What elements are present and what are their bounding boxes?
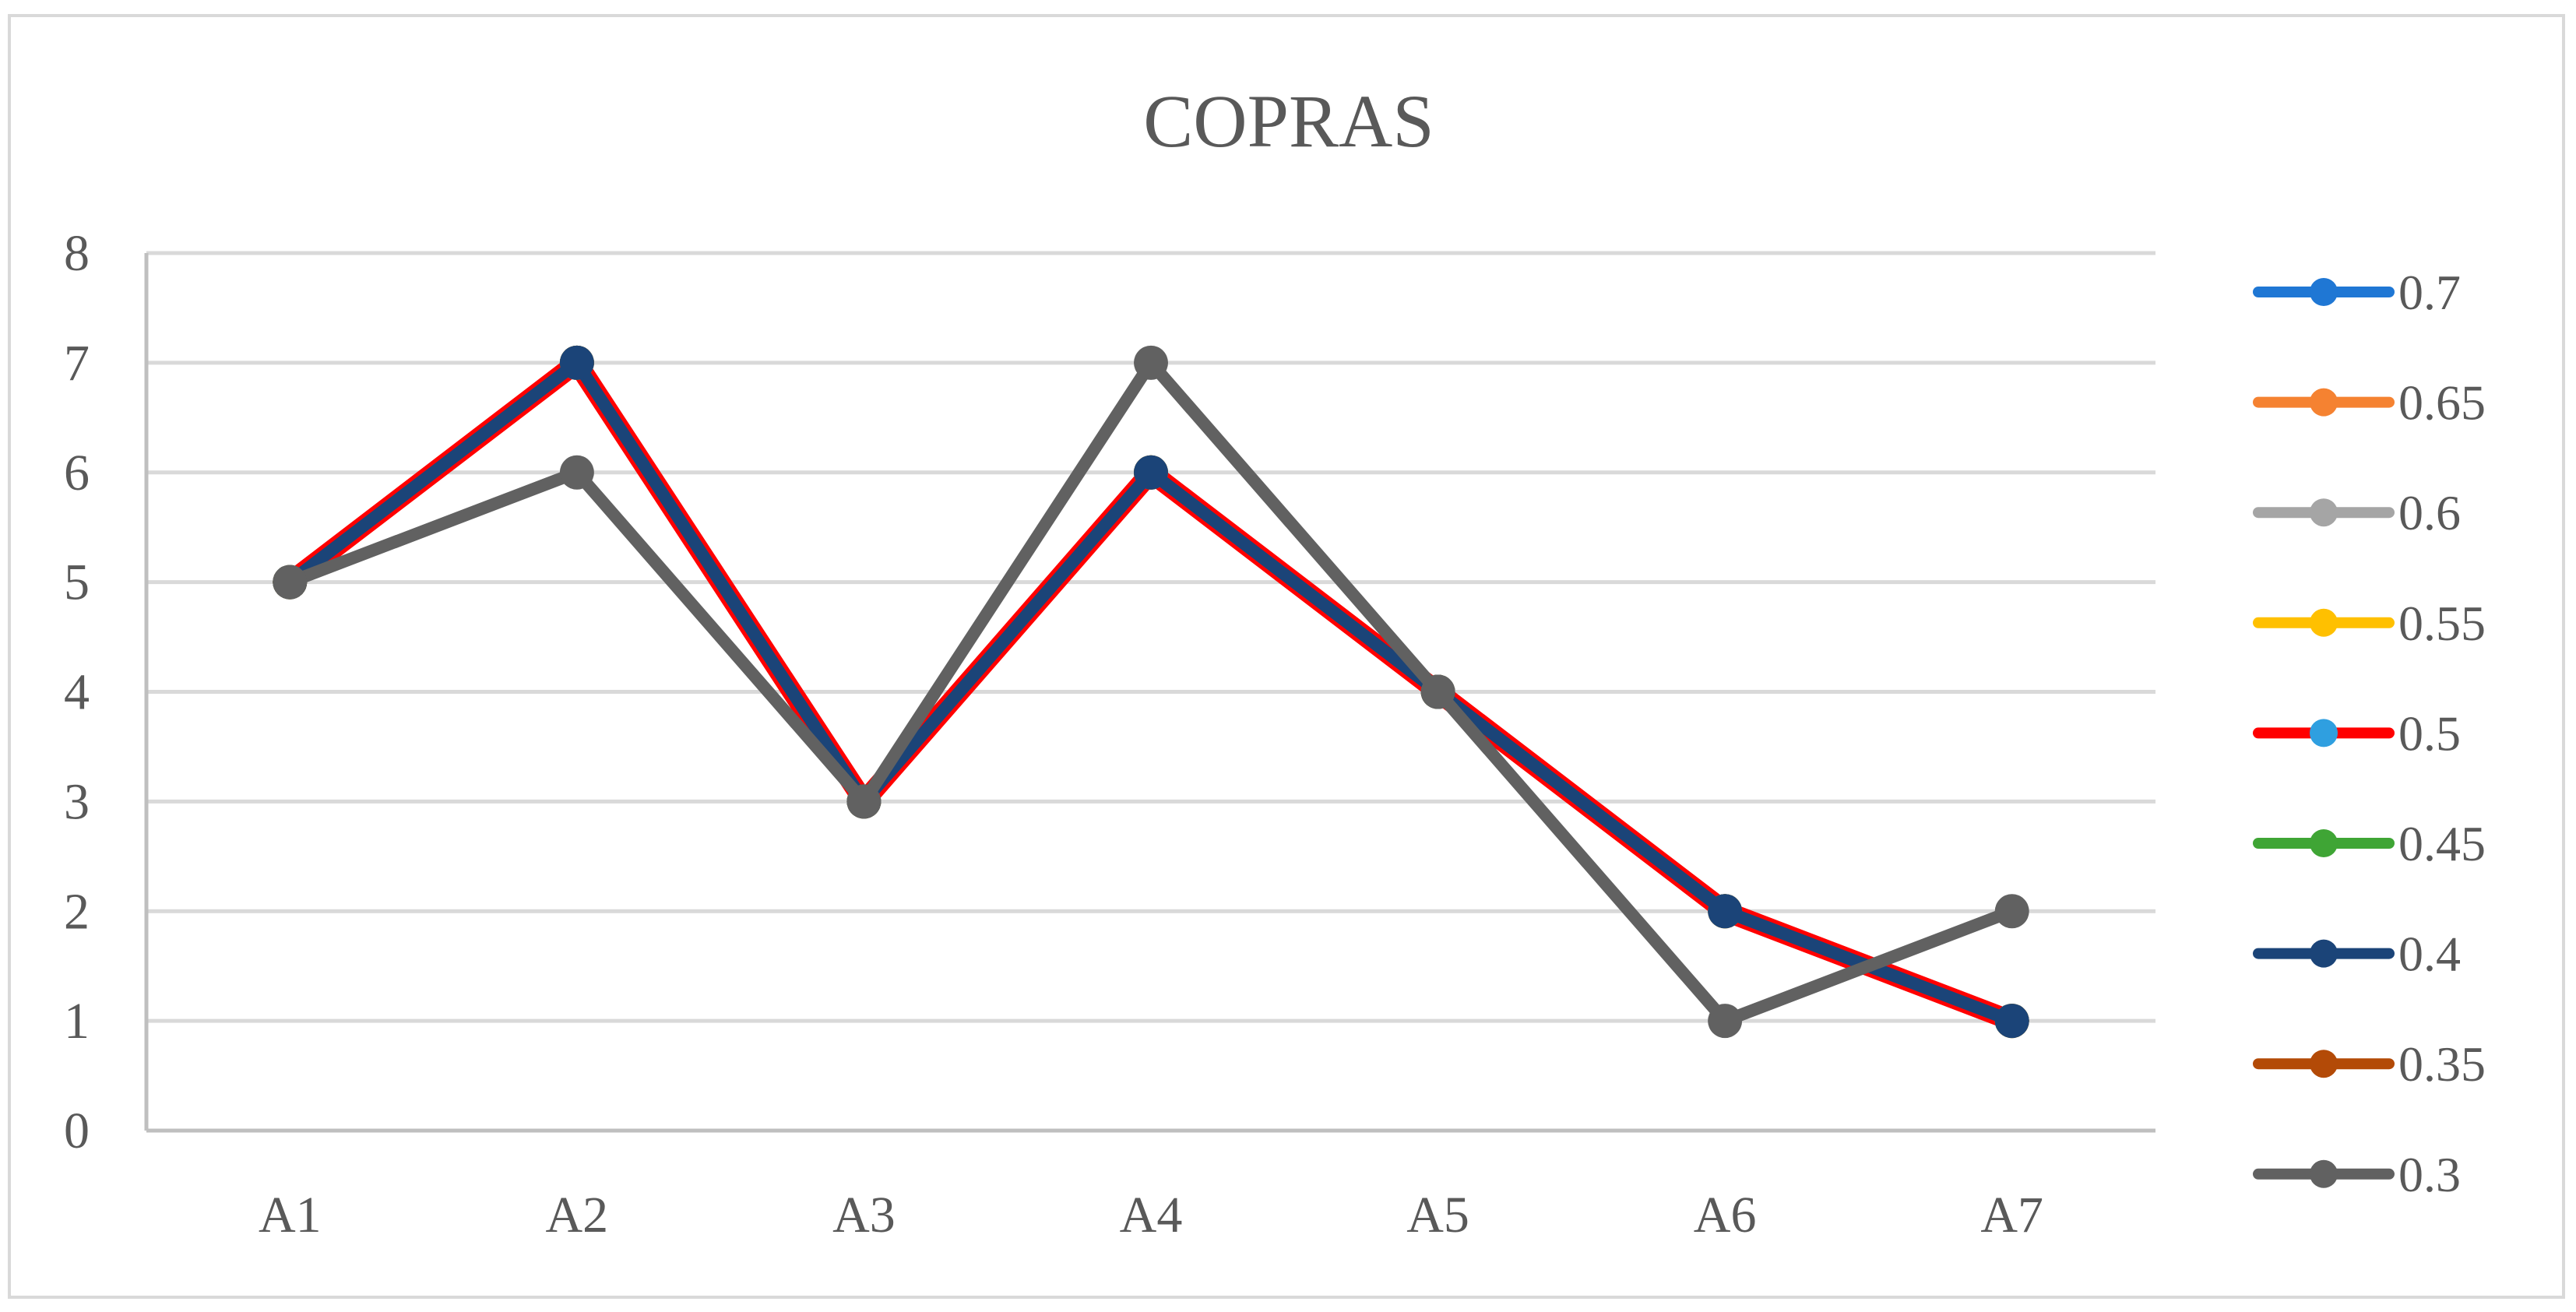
legend-item: 0.45 <box>2253 816 2486 871</box>
legend-label: 0.5 <box>2398 705 2461 761</box>
y-tick-label: 6 <box>64 445 90 501</box>
y-tick-label: 5 <box>64 554 90 611</box>
series-0.3 <box>273 345 2029 1039</box>
legend-marker <box>2310 1050 2338 1078</box>
x-tick-label: A4 <box>1120 1187 1183 1243</box>
legend-label: 0.7 <box>2398 265 2461 320</box>
data-point <box>1134 455 1168 490</box>
legend-label: 0.45 <box>2398 816 2486 871</box>
legend-label: 0.3 <box>2398 1147 2461 1202</box>
data-point <box>559 455 594 490</box>
x-tick-label: A2 <box>546 1187 609 1243</box>
legend-marker <box>2310 1159 2338 1188</box>
data-point <box>559 345 594 380</box>
legend-marker <box>2310 278 2338 306</box>
legend-label: 0.65 <box>2398 375 2486 431</box>
chart-frame <box>8 14 2565 1299</box>
legend-marker <box>2310 388 2338 417</box>
legend-item: 0.3 <box>2253 1147 2461 1202</box>
data-point <box>1134 345 1168 380</box>
data-point <box>1708 1004 1743 1039</box>
axes: 0 1 2 3 4 5 6 7 8 A1 A2 A3 A4 A5 A6 A7 <box>64 225 2155 1243</box>
legend-item: 0.4 <box>2253 927 2461 982</box>
legend-marker <box>2310 829 2338 857</box>
data-point <box>846 784 882 819</box>
x-tick-label: A3 <box>832 1187 896 1243</box>
legend-label: 0.4 <box>2398 927 2461 982</box>
y-tick-label: 1 <box>64 993 90 1050</box>
x-tick-label: A7 <box>1980 1187 2043 1243</box>
y-tick-label: 2 <box>64 883 90 940</box>
legend-label: 0.55 <box>2398 596 2486 651</box>
x-tick-label: A1 <box>259 1187 322 1243</box>
legend-marker <box>2310 608 2338 637</box>
legend-label: 0.6 <box>2398 485 2461 540</box>
legend-item: 0.5 <box>2253 705 2461 761</box>
y-tick-label: 4 <box>64 664 90 721</box>
legend-marker <box>2310 939 2338 968</box>
legend-marker <box>2310 498 2338 527</box>
legend-item: 0.35 <box>2253 1036 2486 1092</box>
series-lines <box>273 345 2029 1039</box>
y-tick-label: 0 <box>64 1103 90 1159</box>
data-point <box>1994 1004 2029 1039</box>
legend-marker <box>2310 719 2338 747</box>
x-tick-label: A5 <box>1406 1187 1469 1243</box>
legend: 0.7 0.65 0.6 0.55 0.5 0.45 0.4 0.35 0.3 <box>2253 265 2486 1202</box>
data-point <box>273 565 308 600</box>
y-tick-label: 3 <box>64 773 90 830</box>
data-point <box>1420 674 1455 709</box>
data-point <box>1708 894 1743 929</box>
y-tick-label: 8 <box>64 225 90 282</box>
legend-label: 0.35 <box>2398 1036 2486 1092</box>
y-tick-label: 7 <box>64 335 90 392</box>
legend-item: 0.7 <box>2253 265 2461 320</box>
x-tick-label: A6 <box>1694 1187 1757 1243</box>
chart-title: COPRAS <box>1143 79 1434 163</box>
legend-item: 0.6 <box>2253 485 2461 540</box>
data-point <box>1994 894 2029 929</box>
legend-item: 0.65 <box>2253 375 2486 431</box>
legend-item: 0.55 <box>2253 596 2486 651</box>
